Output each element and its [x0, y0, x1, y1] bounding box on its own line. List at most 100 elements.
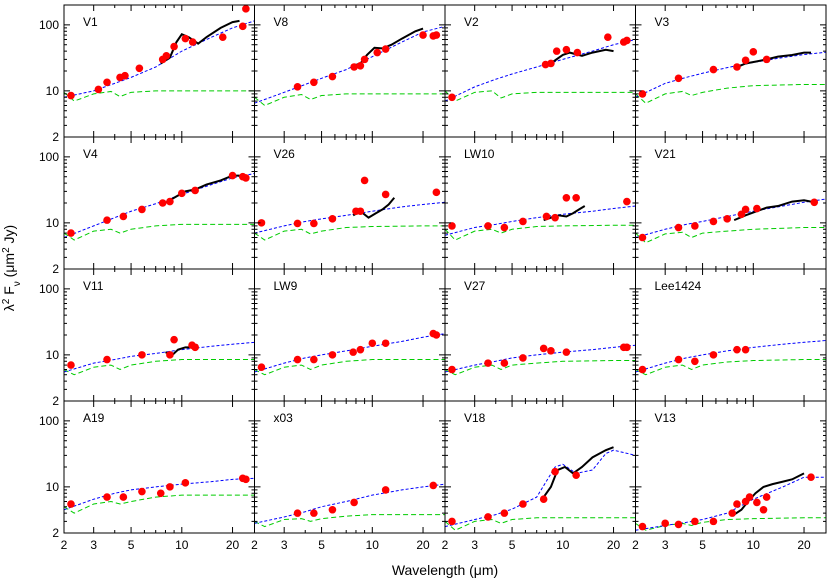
photometry-point — [448, 222, 456, 230]
y-label-sup: 2 — [1, 298, 12, 304]
panel-plot-area — [254, 25, 445, 107]
photometry-point — [500, 359, 509, 367]
photometry-point — [547, 59, 555, 68]
photometry-point — [135, 64, 144, 73]
photometry-point — [328, 351, 337, 359]
photometry-point — [218, 33, 227, 42]
panel-title: A19 — [83, 411, 105, 425]
x-axis-label: Wavelength (μm) — [392, 562, 498, 578]
photometry-point — [119, 212, 128, 221]
dust-model-line — [64, 477, 255, 511]
panel-v8: V8 — [254, 4, 446, 138]
panel-plot-area — [635, 48, 826, 104]
photometry-point — [67, 361, 75, 369]
photometry-point — [242, 475, 250, 484]
stellar-model-line — [64, 90, 255, 102]
panel-plot-area — [254, 176, 445, 241]
photometry-point — [674, 74, 683, 83]
dust-model-line — [635, 51, 826, 98]
photometry-point — [745, 493, 754, 501]
photometry-point — [674, 223, 683, 232]
panel-title: V8 — [274, 15, 289, 29]
panel-v21: V21 — [635, 136, 827, 270]
panel-title: V21 — [655, 147, 677, 161]
photometry-point — [191, 186, 199, 195]
photometry-point — [181, 34, 190, 43]
photometry-point — [103, 355, 111, 364]
x-tick-label: 5 — [318, 538, 325, 552]
photometry-point — [328, 72, 337, 81]
y-tick-label: 2 — [52, 262, 59, 276]
panel-plot-area — [635, 340, 826, 376]
photometry-point — [448, 517, 456, 526]
photometry-point — [293, 83, 302, 91]
photometry-point — [381, 339, 390, 348]
x-tick-label: 20 — [607, 538, 621, 552]
y-tick-label: 10 — [46, 480, 60, 494]
x-tick-label: 2 — [632, 538, 639, 552]
photometry-point — [158, 199, 167, 207]
photometry-point — [350, 63, 358, 71]
photometry-point — [741, 345, 750, 354]
photometry-point — [293, 509, 302, 517]
y-tick-label: 2 — [52, 394, 59, 408]
photometry-point — [166, 197, 174, 206]
panel-v13: V13 2 3 5 10 20 — [632, 400, 827, 552]
panel-title: V26 — [274, 147, 296, 161]
panel-plot-area — [635, 198, 826, 244]
dust-model-line — [254, 201, 445, 234]
photometry-point — [94, 85, 103, 94]
photometry-point — [293, 219, 302, 228]
panel-plot-area — [254, 481, 445, 528]
photometry-point — [552, 47, 561, 55]
y-label-units-end: Jy) — [1, 225, 17, 248]
photometry-point — [638, 365, 647, 374]
photometry-point — [762, 55, 771, 64]
photometry-point — [242, 5, 250, 13]
dust-model-line — [635, 476, 826, 531]
panel-plot-area — [445, 193, 636, 241]
panel-plot-area — [445, 343, 636, 376]
panel-title: V3 — [655, 15, 670, 29]
photometry-point — [810, 198, 819, 207]
photometry-point — [138, 205, 146, 214]
photometry-point — [709, 65, 718, 74]
photometry-point — [723, 215, 731, 223]
y-axis-label: λ2 Fν (μm2 Jy) — [1, 225, 23, 311]
photometry-point — [310, 219, 318, 228]
panel-x03: x03 2 3 5 10 20 — [251, 400, 446, 552]
y-tick-label: 2 — [52, 130, 59, 144]
panel-title: V27 — [464, 279, 486, 293]
photometry-point — [484, 513, 492, 521]
panel-plot-area — [445, 33, 636, 102]
photometry-point — [728, 509, 737, 517]
photometry-point — [166, 483, 174, 491]
y-tick-label: 10 — [46, 348, 60, 362]
y-label-f: F — [1, 286, 17, 298]
x-tick-label: 3 — [662, 538, 669, 552]
photometry-point — [519, 354, 527, 362]
panel-title: V4 — [83, 147, 98, 161]
panel-v3: V3 — [635, 4, 827, 138]
stellar-model-line — [64, 494, 255, 514]
photometry-point — [674, 520, 683, 529]
photometry-point — [191, 343, 199, 352]
photometry-point — [623, 343, 631, 352]
photometry-point — [638, 233, 647, 242]
photometry-point — [539, 344, 548, 353]
photometry-point — [432, 188, 441, 197]
photometry-point — [310, 509, 318, 517]
y-tick-label: 100 — [39, 282, 59, 296]
photometry-point — [356, 345, 365, 354]
photometry-point — [360, 176, 369, 185]
stellar-model-line — [635, 359, 826, 376]
x-tick-label: 20 — [226, 538, 240, 552]
photometry-point — [709, 517, 718, 526]
photometry-point — [310, 355, 318, 364]
x-tick-label: 10 — [175, 538, 189, 552]
photometry-point — [360, 55, 369, 64]
y-label-lambda: λ — [1, 304, 17, 311]
panel-plot-area — [445, 446, 636, 531]
panel-title: Lee1424 — [655, 279, 702, 293]
